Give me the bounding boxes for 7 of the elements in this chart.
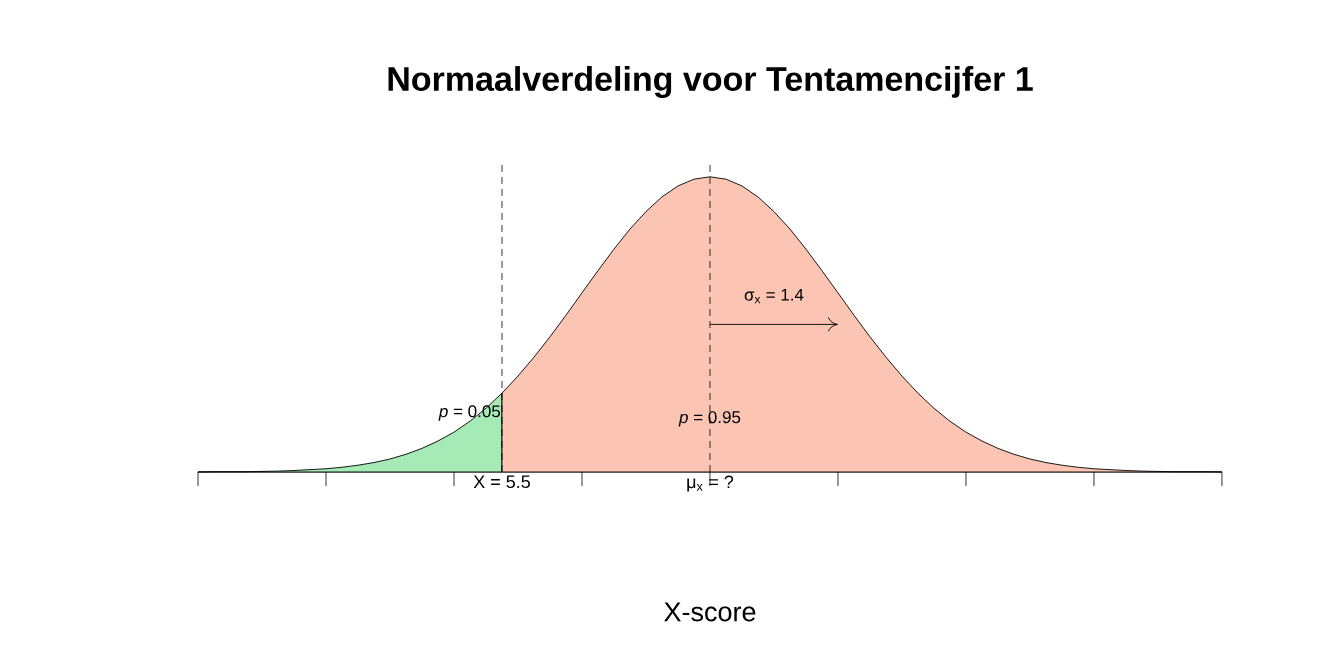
x-tick-label: X = 5.5: [473, 475, 530, 489]
annotation: σ$_{x}$ = 1.4: [744, 288, 804, 304]
x-axis-title: X-score: [664, 602, 756, 622]
annotation: p = 0.95: [678, 411, 741, 427]
annotation: p = 0.05: [438, 405, 501, 421]
chart-title: Normaalverdeling voor Tentamencijfer 1: [388, 66, 1033, 98]
x-tick-label: μ$_{x}$ = ?: [687, 475, 734, 492]
